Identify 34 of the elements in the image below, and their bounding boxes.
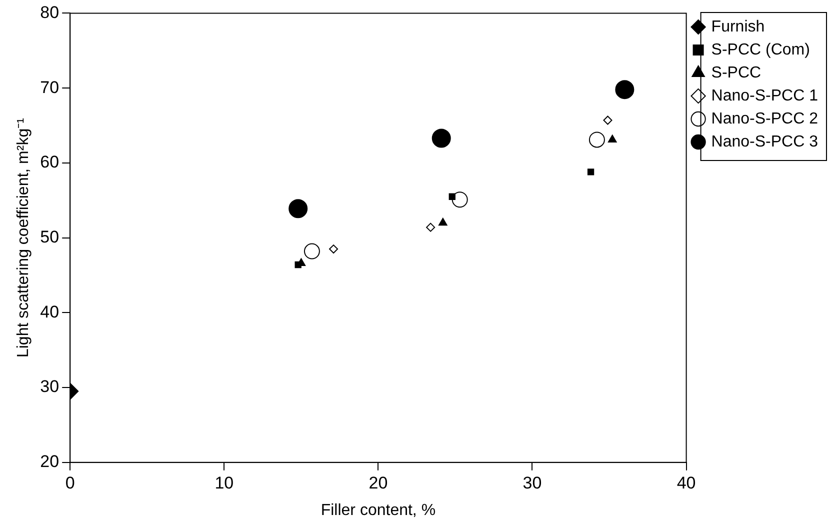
x-tick-label: 20 xyxy=(368,473,388,492)
point xyxy=(426,222,436,232)
y-axis-title: Light scattering coefficient, m²kg⁻¹ xyxy=(15,118,32,358)
point xyxy=(329,244,338,254)
point xyxy=(603,116,612,125)
x-tick-label: 0 xyxy=(65,473,75,492)
y-tick-label: 30 xyxy=(40,377,60,396)
y-tick-label: 80 xyxy=(40,2,60,22)
y-tick-label: 20 xyxy=(40,452,60,472)
point xyxy=(438,218,448,226)
point xyxy=(304,243,320,260)
y-tick-label: 40 xyxy=(40,302,60,322)
legend-label: Nano-S-PCC 1 xyxy=(711,87,818,104)
x-tick-label: 10 xyxy=(214,473,234,492)
y-tick-label: 70 xyxy=(40,78,60,97)
legend-label: Nano-S-PCC 3 xyxy=(711,133,818,150)
x-axis-title: Filler content, % xyxy=(320,502,436,519)
legend-label: S-PCC (Com) xyxy=(711,41,810,58)
point xyxy=(294,261,302,268)
point xyxy=(432,128,451,148)
point xyxy=(587,168,594,176)
legend-label: S-PCC xyxy=(711,64,762,82)
point xyxy=(288,199,308,218)
point xyxy=(588,132,605,148)
y-tick-label: 60 xyxy=(40,152,60,172)
x-tick-label: 30 xyxy=(522,473,542,492)
legend-label: Nano-S-PCC 2 xyxy=(711,110,818,128)
x-tick-label: 40 xyxy=(676,473,696,492)
y-tick-label: 50 xyxy=(40,227,60,246)
point xyxy=(608,134,617,142)
legend-label: Furnish xyxy=(711,18,765,36)
point xyxy=(452,192,468,208)
point xyxy=(615,80,634,100)
point xyxy=(448,193,456,200)
